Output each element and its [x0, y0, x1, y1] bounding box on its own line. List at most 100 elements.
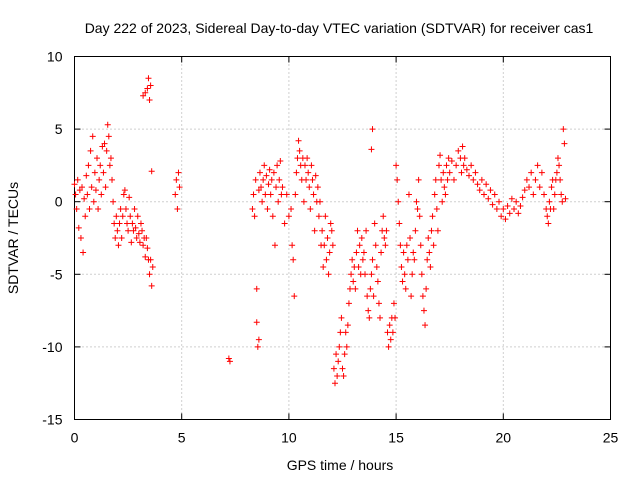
data-point	[283, 191, 290, 198]
data-point	[314, 184, 321, 191]
data-point	[258, 184, 265, 191]
y-tick-label: -10	[42, 339, 62, 355]
data-point	[364, 293, 371, 300]
data-point	[368, 146, 375, 153]
data-point	[384, 329, 391, 336]
plot-frame	[74, 56, 611, 420]
data-point	[87, 147, 94, 154]
data-point	[327, 220, 334, 227]
data-point	[442, 191, 449, 198]
data-point	[468, 162, 475, 169]
data-point	[393, 162, 400, 169]
y-tick-label: 5	[55, 121, 63, 137]
data-point	[386, 322, 393, 329]
data-point	[259, 198, 266, 205]
data-point	[288, 205, 295, 212]
data-point	[146, 97, 153, 104]
data-point	[504, 203, 511, 210]
x-tick-label: 0	[71, 430, 79, 446]
data-point	[281, 220, 288, 227]
data-point	[329, 242, 336, 249]
data-point	[483, 181, 490, 188]
data-point	[530, 191, 537, 198]
data-point	[378, 249, 385, 256]
data-point	[437, 152, 444, 159]
data-point	[100, 169, 107, 176]
data-point	[132, 224, 139, 231]
data-point	[381, 235, 388, 241]
data-point	[427, 264, 434, 271]
data-point	[118, 235, 125, 241]
grid-lines	[74, 56, 611, 420]
data-point	[491, 191, 498, 198]
data-point	[174, 205, 181, 212]
data-point	[128, 239, 135, 246]
y-axis-tick-labels: 10 5 0 -5 -10 -15	[42, 49, 62, 428]
data-point	[342, 329, 349, 336]
data-point	[85, 162, 92, 169]
data-point	[430, 242, 437, 249]
data-point	[79, 184, 86, 191]
data-point	[432, 176, 439, 183]
data-point	[336, 343, 343, 350]
data-point	[334, 372, 341, 379]
data-point	[135, 230, 142, 237]
data-point	[408, 293, 415, 300]
data-point	[173, 176, 180, 183]
data-point	[441, 184, 448, 191]
data-point	[424, 256, 431, 263]
data-point	[148, 168, 155, 175]
data-point	[139, 227, 146, 234]
data-point	[498, 213, 505, 220]
data-point	[365, 307, 372, 314]
data-point	[97, 162, 104, 169]
data-point	[354, 227, 361, 234]
data-point	[96, 176, 103, 183]
data-point	[375, 300, 382, 307]
data-point	[426, 249, 433, 256]
data-point	[460, 162, 467, 169]
data-point	[390, 300, 397, 307]
data-point	[289, 242, 296, 249]
data-point	[362, 271, 369, 278]
data-point	[136, 239, 143, 246]
data-point	[83, 172, 90, 179]
data-point	[352, 285, 359, 292]
data-point	[335, 358, 342, 365]
data-point	[304, 155, 311, 162]
data-point	[292, 191, 299, 198]
data-point	[321, 242, 328, 249]
data-point	[142, 89, 149, 96]
data-point	[144, 245, 151, 252]
data-point	[140, 242, 147, 249]
data-point	[330, 365, 337, 372]
data-point	[360, 249, 367, 256]
data-point	[553, 169, 560, 176]
data-point	[250, 191, 257, 198]
data-point	[102, 184, 109, 191]
data-point	[370, 293, 377, 300]
data-point	[137, 220, 144, 227]
data-point	[131, 205, 138, 212]
data-point	[88, 184, 95, 191]
data-point	[496, 198, 503, 205]
data-point	[81, 195, 88, 202]
data-point	[142, 253, 149, 260]
data-point	[349, 256, 356, 263]
data-point	[145, 75, 152, 82]
data-point	[98, 191, 105, 198]
data-point	[343, 343, 350, 350]
data-point	[418, 271, 425, 278]
data-point	[425, 235, 432, 241]
data-point	[459, 143, 466, 150]
y-tick-label: -15	[42, 412, 62, 428]
data-point	[324, 235, 331, 241]
data-point	[95, 205, 102, 212]
data-point	[355, 264, 362, 271]
data-point	[311, 227, 318, 234]
data-point	[77, 235, 84, 241]
data-point	[440, 169, 447, 176]
data-point	[394, 176, 401, 183]
data-point	[303, 176, 310, 183]
data-point	[86, 205, 93, 212]
